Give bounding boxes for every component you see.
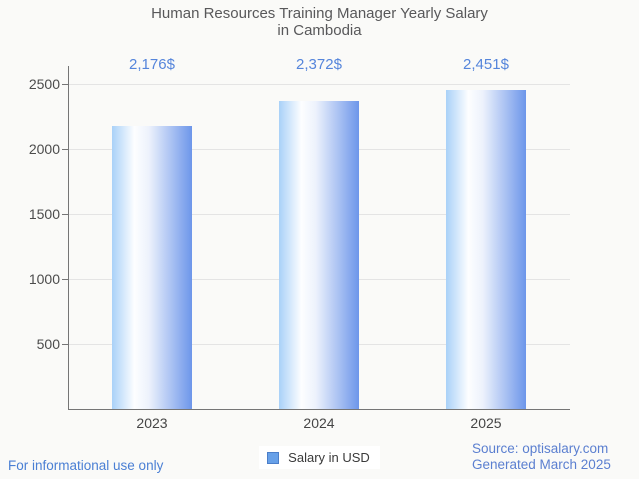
y-axis-tick-1000: [62, 279, 68, 280]
bar-2024[interactable]: [279, 101, 359, 409]
chart-title-line2: in Cambodia: [277, 22, 362, 39]
x-axis-label-2023: 2023: [136, 415, 168, 431]
y-axis-tick-2000: [62, 149, 68, 150]
y-axis-tick-2500: [62, 84, 68, 85]
y-axis-tick-500: [62, 344, 68, 345]
y-axis-tick-1500: [62, 214, 68, 215]
y-axis-label-2500: 2500: [28, 76, 60, 92]
chart-title-line1: Human Resources Training Manager Yearly …: [151, 5, 488, 22]
bar-value-label-2024: 2,372$: [296, 56, 342, 73]
y-axis-line: [68, 66, 69, 409]
bar-value-label-2023: 2,176$: [129, 56, 175, 73]
generated-text: Generated March 2025: [472, 457, 611, 472]
source-text: Source: optisalary.com: [472, 441, 609, 456]
legend-swatch-icon: [267, 451, 280, 464]
x-axis-label-2025: 2025: [470, 415, 502, 431]
chart-title: Human Resources Training Manager Yearly …: [0, 5, 639, 39]
bar-value-label-2025: 2,451$: [463, 56, 509, 73]
legend: Salary in USD: [0, 446, 639, 469]
bar-2025[interactable]: [446, 90, 526, 409]
x-axis-label-2024: 2024: [303, 415, 335, 431]
y-axis-label-1500: 1500: [28, 206, 60, 222]
y-axis-label-500: 500: [36, 336, 60, 352]
y-axis-label-2000: 2000: [28, 141, 60, 157]
source-block: Source: optisalary.com Generated March 2…: [472, 441, 611, 473]
bar-2023[interactable]: [112, 126, 192, 409]
gridline-2500: [68, 84, 570, 85]
disclaimer-text: For informational use only: [8, 458, 164, 473]
y-axis-label-1000: 1000: [28, 271, 60, 287]
legend-label: Salary in USD: [288, 450, 370, 465]
legend-entry: Salary in USD: [259, 446, 380, 469]
x-axis-line: [68, 409, 570, 410]
